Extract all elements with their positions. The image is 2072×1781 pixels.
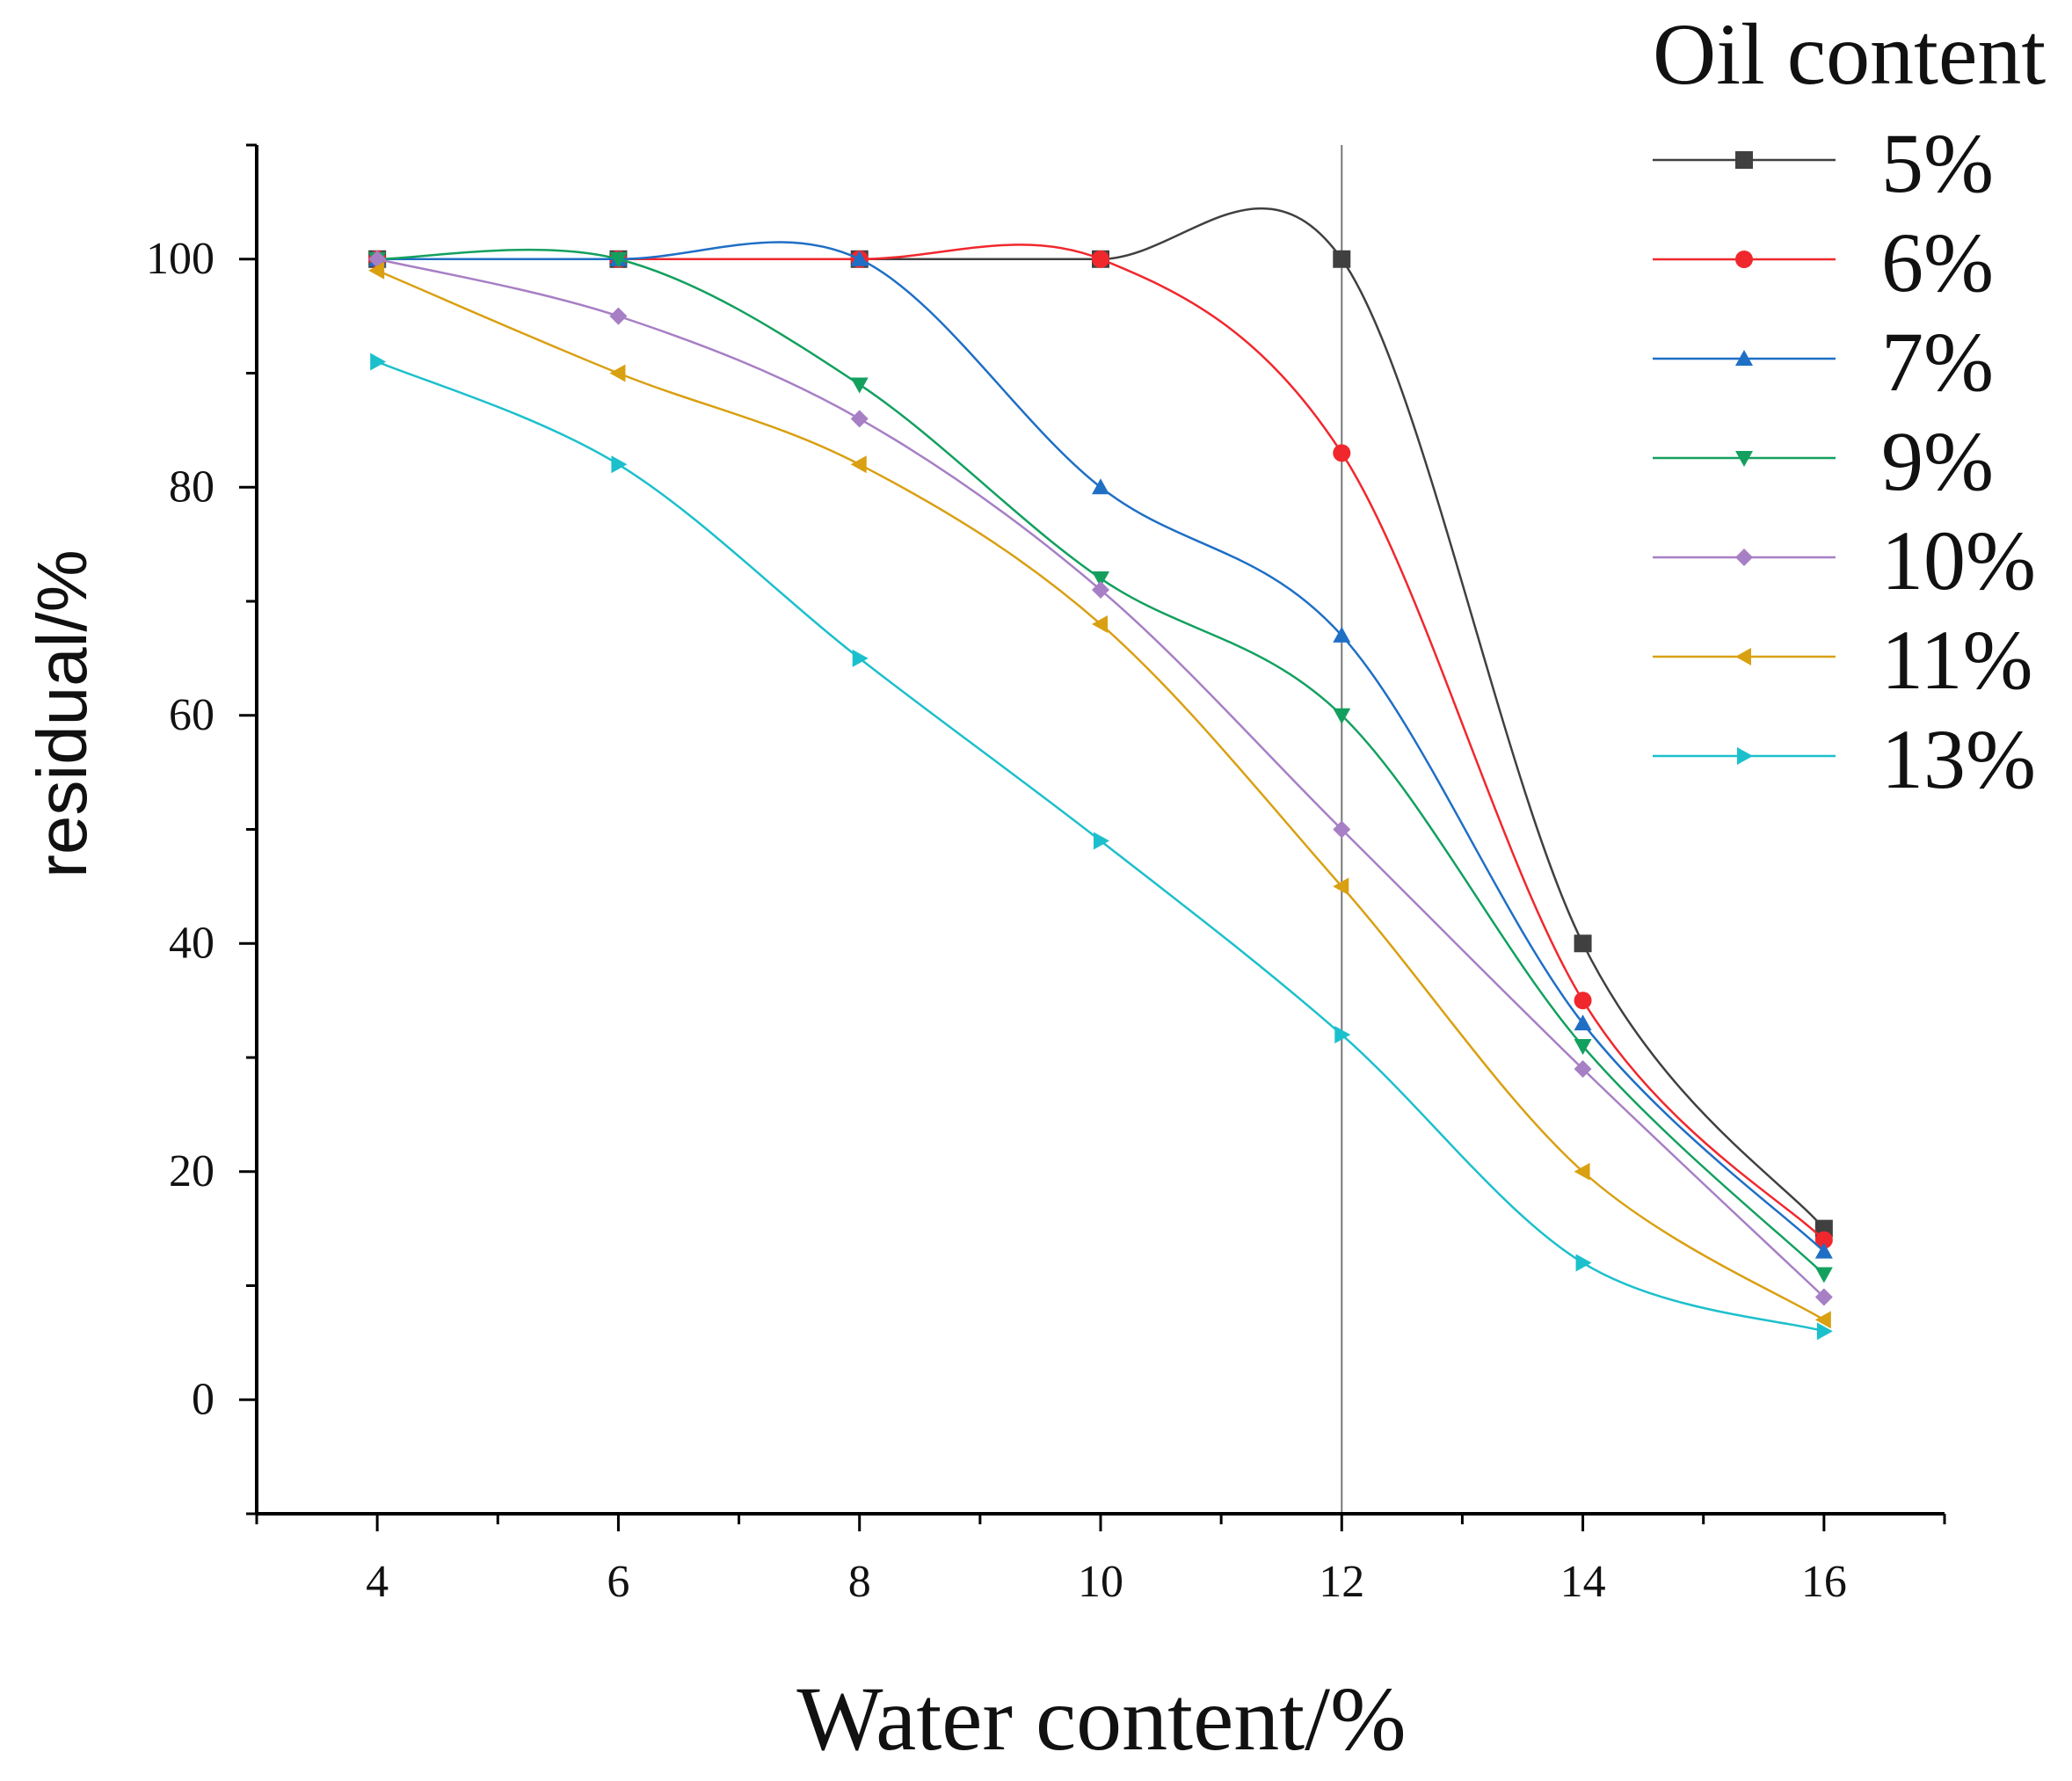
data-point <box>1333 250 1351 268</box>
data-point <box>609 307 628 325</box>
y-axis-label: residual/% <box>23 549 101 878</box>
legend-marker <box>1735 251 1753 268</box>
legend-marker <box>1735 549 1753 566</box>
legend-label: 7% <box>1881 315 1994 409</box>
data-point <box>1574 1014 1592 1031</box>
data-point <box>1333 444 1351 462</box>
series-11pct <box>368 261 1831 1329</box>
data-point <box>1092 571 1109 588</box>
data-point <box>1574 1162 1590 1181</box>
data-point <box>1574 992 1592 1010</box>
data-point <box>611 455 628 474</box>
data-point <box>609 251 628 268</box>
data-point <box>1333 820 1351 839</box>
y-tick-label: 20 <box>169 1146 214 1196</box>
x-tick-label: 6 <box>607 1557 629 1607</box>
data-point <box>1092 581 1109 600</box>
data-point <box>850 455 867 474</box>
data-point <box>852 649 869 667</box>
data-point <box>850 410 869 428</box>
y-tick-label: 0 <box>192 1374 214 1424</box>
legend-marker <box>1735 451 1753 467</box>
legend-marker <box>1735 350 1753 366</box>
data-point <box>1575 1254 1592 1272</box>
y-tick-label: 80 <box>169 462 214 512</box>
data-point <box>1814 1231 1833 1249</box>
axes: 0 20 40 60 80 100 4 6 8 10 12 14 16 <box>146 143 1946 1607</box>
y-tick-label: 100 <box>146 234 214 284</box>
y-tick-label: 40 <box>169 918 214 968</box>
x-tick-label: 14 <box>1560 1557 1606 1607</box>
legend-label: 10% <box>1881 513 2036 607</box>
x-tick-label: 8 <box>848 1557 871 1607</box>
data-point <box>368 261 385 280</box>
legend-label: 5% <box>1881 116 1994 210</box>
data-point <box>1092 250 1109 268</box>
data-point <box>609 364 626 382</box>
x-tick-label: 4 <box>366 1557 389 1607</box>
data-point <box>1092 614 1108 633</box>
legend-label: 11% <box>1881 613 2032 707</box>
data-point <box>1814 1288 1833 1306</box>
series-line <box>377 207 1825 1230</box>
data-point <box>1333 708 1351 724</box>
legend-label: 13% <box>1881 712 2036 806</box>
data-point <box>1334 1026 1351 1044</box>
data-point <box>1814 1311 1831 1329</box>
legend-marker <box>1737 747 1753 765</box>
series-13pct <box>370 353 1833 1341</box>
series-7pct <box>368 241 1833 1259</box>
x-tick-label: 12 <box>1319 1557 1364 1607</box>
legend-title: Oil content <box>1653 5 2046 103</box>
x-axis-label: Water content/% <box>796 1668 1406 1770</box>
data-point <box>1092 478 1109 495</box>
legend-marker <box>1735 648 1751 665</box>
data-point <box>1574 934 1592 953</box>
plot-area <box>368 145 1833 1514</box>
data-point <box>1333 626 1351 643</box>
y-tick-label: 60 <box>169 690 214 740</box>
series-9pct <box>368 248 1833 1283</box>
data-point <box>850 250 869 266</box>
data-point <box>1094 832 1109 850</box>
data-point <box>1814 1242 1833 1259</box>
data-point <box>1333 877 1349 896</box>
x-tick-label: 10 <box>1078 1557 1123 1607</box>
data-point <box>850 377 869 394</box>
series-line <box>377 248 1825 1276</box>
series-10pct <box>368 250 1833 1306</box>
legend: Oil content 5%6%7%9%10%11%13% <box>1653 5 2046 806</box>
series-line <box>376 258 1825 1298</box>
x-tick-label: 16 <box>1801 1557 1847 1607</box>
series-line <box>376 269 1825 1321</box>
data-point <box>1816 1322 1833 1341</box>
data-point <box>1574 1039 1592 1056</box>
data-point <box>370 353 387 371</box>
series-line <box>376 360 1825 1333</box>
data-point <box>1814 1267 1833 1283</box>
series-line <box>377 241 1825 1253</box>
legend-label: 9% <box>1881 414 1994 508</box>
data-point <box>1574 1059 1592 1078</box>
legend-marker <box>1735 151 1753 169</box>
legend-label: 6% <box>1881 215 1994 309</box>
series-5pct <box>368 207 1833 1238</box>
